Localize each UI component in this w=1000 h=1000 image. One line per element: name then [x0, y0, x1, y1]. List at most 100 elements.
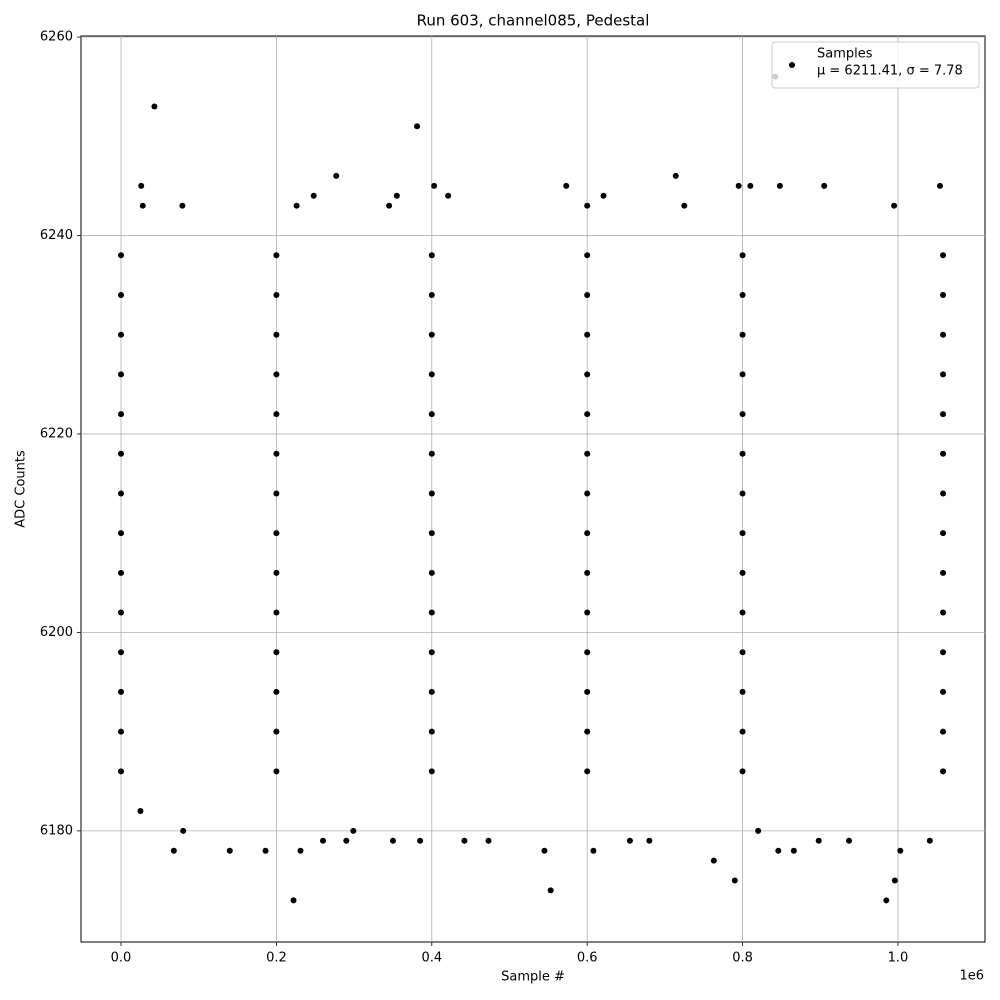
- data-point: [584, 609, 591, 616]
- y-tick-label: 6240: [40, 228, 73, 243]
- data-point: [273, 450, 280, 457]
- data-point: [118, 609, 125, 616]
- data-point: [776, 182, 783, 189]
- data-point: [739, 609, 746, 616]
- y-tick-label: 6180: [40, 823, 73, 838]
- data-point: [273, 569, 280, 576]
- y-tick-label: 6200: [40, 625, 73, 640]
- data-point: [273, 609, 280, 616]
- data-point: [681, 202, 688, 209]
- x-tick-label: 0.4: [421, 951, 442, 966]
- legend-stats: μ = 6211.41, σ = 7.78: [817, 64, 963, 79]
- data-point: [290, 897, 297, 904]
- data-point: [739, 490, 746, 497]
- data-point: [541, 847, 548, 854]
- plot-area: 0.0 0.2 0.4 0.6 0.8 1.0 6180 6200 6220 6240 6260: [40, 29, 985, 966]
- data-point: [563, 182, 570, 189]
- data-point: [731, 877, 738, 884]
- data-point: [273, 530, 280, 537]
- data-point: [672, 172, 679, 179]
- data-point: [485, 837, 492, 844]
- data-point: [897, 847, 904, 854]
- data-point: [118, 371, 125, 378]
- data-point: [428, 768, 435, 775]
- data-point: [118, 530, 125, 537]
- data-point: [137, 808, 144, 815]
- data-point: [273, 688, 280, 695]
- data-point: [775, 847, 782, 854]
- data-point: [273, 728, 280, 735]
- data-point: [461, 837, 468, 844]
- data-point: [626, 837, 633, 844]
- data-point: [118, 728, 125, 735]
- data-point: [226, 847, 233, 854]
- data-point: [547, 887, 554, 894]
- data-point: [739, 569, 746, 576]
- data-point: [584, 530, 591, 537]
- data-point: [428, 688, 435, 695]
- data-point: [273, 649, 280, 656]
- data-point: [273, 331, 280, 338]
- data-point: [333, 172, 340, 179]
- data-point: [739, 371, 746, 378]
- data-point: [273, 291, 280, 298]
- x-offset-label: 1e6: [959, 969, 984, 984]
- data-point: [926, 837, 933, 844]
- data-point: [386, 202, 393, 209]
- data-point: [151, 103, 158, 110]
- data-point: [393, 192, 400, 199]
- data-point: [940, 569, 947, 576]
- data-point: [139, 202, 146, 209]
- data-point: [739, 411, 746, 418]
- data-point: [584, 202, 591, 209]
- data-point: [428, 411, 435, 418]
- data-point: [600, 192, 607, 199]
- data-point: [739, 688, 746, 695]
- data-point: [584, 252, 591, 259]
- data-point: [940, 649, 947, 656]
- data-point: [584, 450, 591, 457]
- data-point: [739, 768, 746, 775]
- data-point: [445, 192, 452, 199]
- data-point: [310, 192, 317, 199]
- data-point: [739, 530, 746, 537]
- data-point: [940, 411, 947, 418]
- data-point: [273, 490, 280, 497]
- data-point: [118, 411, 125, 418]
- data-point: [118, 291, 125, 298]
- data-point: [273, 768, 280, 775]
- data-point: [428, 371, 435, 378]
- data-point: [273, 252, 280, 259]
- data-point: [936, 182, 943, 189]
- data-point: [389, 837, 396, 844]
- data-point: [739, 450, 746, 457]
- data-point: [739, 649, 746, 656]
- data-point: [262, 847, 269, 854]
- data-point: [428, 291, 435, 298]
- data-point: [815, 837, 822, 844]
- legend-marker: [789, 62, 795, 68]
- data-point: [940, 371, 947, 378]
- data-point: [273, 411, 280, 418]
- data-point: [428, 490, 435, 497]
- data-point: [170, 847, 177, 854]
- data-point: [846, 837, 853, 844]
- data-point: [821, 182, 828, 189]
- plot-frame: [80, 35, 986, 943]
- y-tick-label: 6220: [40, 426, 73, 441]
- data-point: [138, 182, 145, 189]
- y-axis-label: ADC Counts: [14, 450, 29, 528]
- data-point: [747, 182, 754, 189]
- x-tick-label: 0.6: [577, 951, 598, 966]
- data-point: [584, 768, 591, 775]
- data-point: [739, 728, 746, 735]
- data-point: [584, 291, 591, 298]
- data-point: [755, 827, 762, 834]
- data-point: [790, 847, 797, 854]
- data-point: [940, 768, 947, 775]
- data-point: [428, 450, 435, 457]
- data-point: [891, 202, 898, 209]
- data-point: [118, 331, 125, 338]
- data-point: [739, 291, 746, 298]
